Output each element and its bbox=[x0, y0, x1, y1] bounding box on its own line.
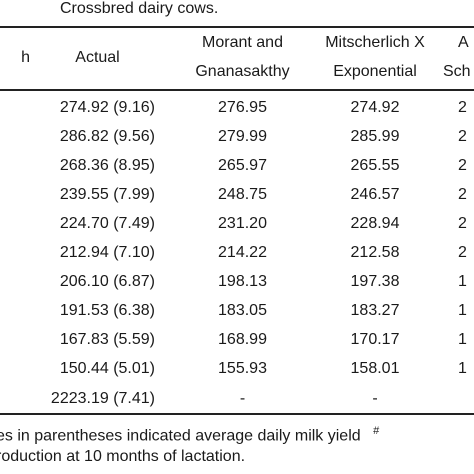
cell-morant: 214.22 bbox=[218, 244, 267, 261]
header-rule bbox=[0, 89, 474, 91]
cell-actual: 274.92 (9.16) bbox=[59, 99, 155, 116]
cell-morant: 231.20 bbox=[218, 215, 267, 232]
cell-morant: 183.05 bbox=[218, 302, 267, 319]
cell-morant: 276.95 bbox=[218, 99, 267, 116]
cell-actual: 286.82 (9.56) bbox=[59, 128, 155, 145]
cell-mitscherlich: 246.57 bbox=[350, 186, 400, 203]
cell-mitscherlich: 170.17 bbox=[350, 331, 400, 348]
cell-mitscherlich: 274.92 bbox=[350, 99, 400, 116]
cell-mitscherlich: 158.01 bbox=[350, 360, 400, 377]
cell-actual: 268.36 (8.95) bbox=[59, 157, 155, 174]
total-mitscherlich: - bbox=[372, 390, 378, 407]
header-mitscherlich-line1: Mitscherlich X bbox=[325, 34, 425, 51]
cell-next-column: 2 bbox=[458, 244, 467, 261]
footnote-mark: # bbox=[373, 425, 380, 437]
cell-actual: 224.70 (7.49) bbox=[59, 215, 155, 232]
cell-next-column: 1 bbox=[458, 273, 467, 290]
cell-actual: 239.55 (7.99) bbox=[59, 186, 155, 203]
cell-morant: 155.93 bbox=[218, 360, 267, 377]
cell-actual: 191.53 (6.38) bbox=[59, 302, 155, 319]
cell-morant: 279.99 bbox=[218, 128, 267, 145]
cell-next-column: 1 bbox=[458, 360, 467, 377]
cell-next-column: 2 bbox=[458, 157, 467, 174]
header-col4-line1: A bbox=[458, 34, 469, 51]
total-actual: 2223.19 (7.41) bbox=[50, 390, 155, 407]
cell-actual: 212.94 (7.10) bbox=[59, 244, 155, 261]
cell-next-column: 2 bbox=[458, 215, 467, 232]
footnote-line1: es in parentheses indicated average dail… bbox=[0, 422, 379, 445]
footnote-text: es in parentheses indicated average dail… bbox=[0, 427, 361, 445]
cell-mitscherlich: 228.94 bbox=[350, 215, 400, 232]
top-rule bbox=[0, 26, 474, 28]
header-morant-line2: Gnanasakthy bbox=[195, 63, 290, 80]
cell-morant: 168.99 bbox=[218, 331, 267, 348]
header-morant-line1: Morant and bbox=[202, 34, 283, 51]
cell-actual: 150.44 (5.01) bbox=[59, 360, 155, 377]
cell-morant: 248.75 bbox=[218, 186, 267, 203]
footnote-line2: roduction at 10 months of lactation. bbox=[0, 448, 246, 465]
cell-mitscherlich: 197.38 bbox=[350, 273, 400, 290]
cell-mitscherlich: 212.58 bbox=[350, 244, 400, 261]
cell-next-column: 2 bbox=[458, 186, 467, 203]
total-morant: - bbox=[239, 390, 246, 407]
cell-morant: 265.97 bbox=[218, 157, 267, 174]
cell-next-column: 1 bbox=[458, 302, 467, 319]
cell-mitscherlich: 265.55 bbox=[350, 157, 400, 174]
header-mitscherlich-line2: Exponential bbox=[333, 63, 417, 80]
cell-mitscherlich: 285.99 bbox=[350, 128, 400, 145]
cell-actual: 206.10 (6.87) bbox=[59, 273, 155, 290]
cell-next-column: 2 bbox=[458, 128, 467, 145]
cell-next-column: 2 bbox=[458, 99, 467, 116]
header-col0: h bbox=[21, 49, 30, 66]
cell-mitscherlich: 183.27 bbox=[350, 302, 400, 319]
table-caption: Crossbred dairy cows. bbox=[60, 0, 219, 17]
header-actual: Actual bbox=[75, 49, 120, 66]
cell-next-column: 1 bbox=[458, 331, 467, 348]
cell-morant: 198.13 bbox=[218, 273, 267, 290]
bottom-rule bbox=[0, 413, 474, 415]
header-col4-line2: Sch bbox=[443, 63, 471, 80]
cell-actual: 167.83 (5.59) bbox=[59, 331, 155, 348]
